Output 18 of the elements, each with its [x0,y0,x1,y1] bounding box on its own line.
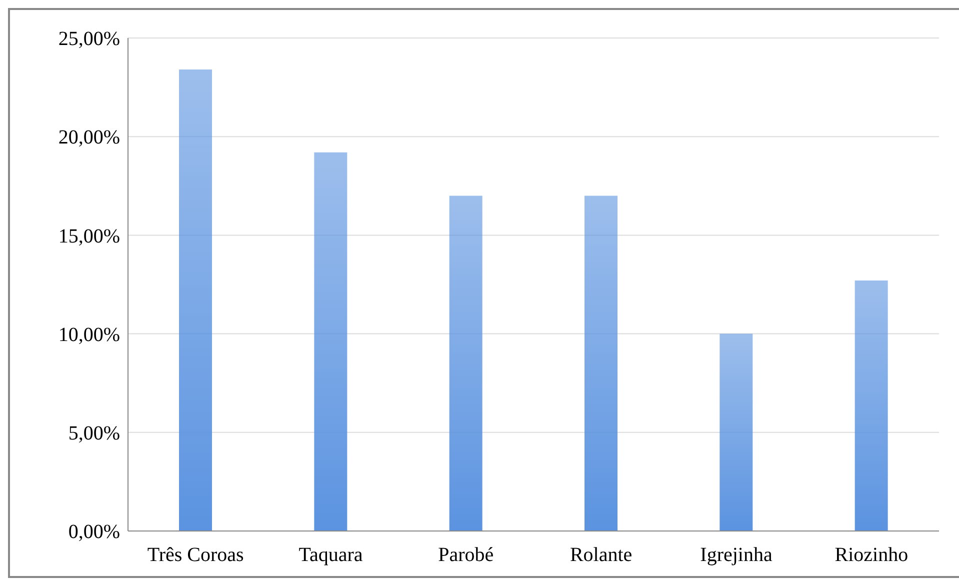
bar [720,334,753,531]
x-tick-label: Riozinho [834,544,908,566]
y-tick-label: 25,00% [58,28,120,50]
x-tick-label: Taquara [298,544,363,566]
y-tick-label: 15,00% [58,225,120,248]
x-tick-label: Rolante [570,544,632,566]
bar [314,152,348,531]
x-tick-label: Igrejinha [700,544,772,566]
x-tick-label: Três Coroas [147,544,244,566]
bar [449,196,482,531]
bar [584,196,618,531]
y-tick-label: 20,00% [58,126,120,149]
x-tick-label: Parobé [438,544,494,566]
y-tick-label: 10,00% [58,324,120,346]
y-tick-label: 0,00% [68,521,120,544]
y-tick-label: 5,00% [68,422,120,444]
bar [179,70,212,531]
bar [854,280,888,531]
